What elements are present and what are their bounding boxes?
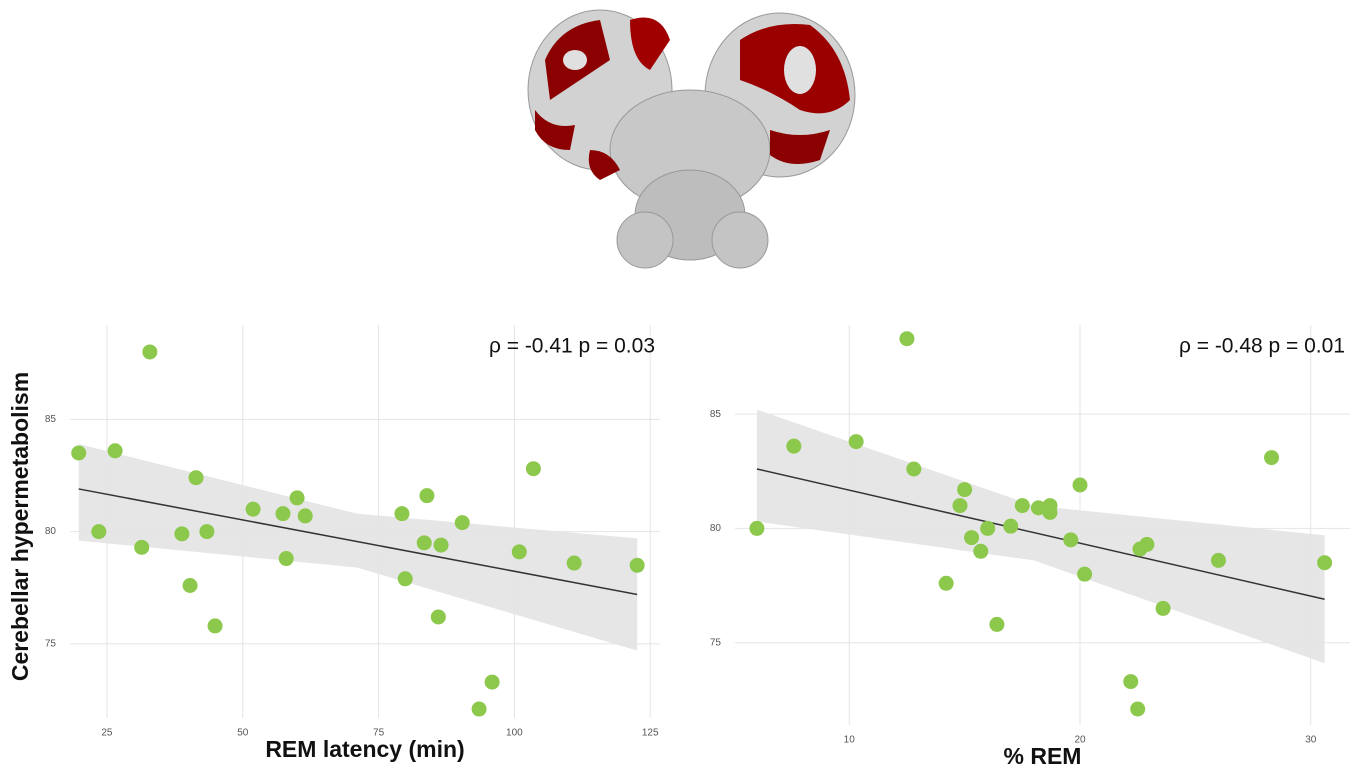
page: 75 80 85 25 50 75 100 125 ρ = -0.41 p = 0.03 REM … xyxy=(0,0,1357,766)
data-point xyxy=(630,558,645,573)
y-axis-title: Cerebellar hypermetabolism xyxy=(7,372,33,681)
data-point xyxy=(749,521,764,536)
data-point xyxy=(394,506,409,521)
data-point xyxy=(417,535,432,550)
data-point xyxy=(964,530,979,545)
y-tick-label: 85 xyxy=(45,414,57,425)
annotation: ρ = -0.48 p = 0.01 xyxy=(1179,335,1345,358)
annotation: ρ = -0.41 p = 0.03 xyxy=(489,335,655,358)
data-point xyxy=(957,482,972,497)
data-point xyxy=(953,498,968,513)
data-point xyxy=(134,540,149,555)
data-point xyxy=(973,544,988,559)
data-point xyxy=(899,331,914,346)
data-point xyxy=(174,526,189,541)
data-point xyxy=(1264,450,1279,465)
confidence-band xyxy=(757,410,1325,664)
data-point xyxy=(526,461,541,476)
data-point xyxy=(183,578,198,593)
data-point xyxy=(1003,519,1018,534)
data-point xyxy=(298,508,313,523)
data-point xyxy=(275,506,290,521)
data-point xyxy=(512,544,527,559)
brain-illustration xyxy=(528,10,855,268)
data-point xyxy=(1063,532,1078,547)
data-point xyxy=(398,571,413,586)
x-tick-label: 50 xyxy=(237,728,249,739)
data-point xyxy=(246,502,261,517)
data-point xyxy=(208,618,223,633)
x-tick-label: 25 xyxy=(101,728,113,739)
data-point xyxy=(290,490,305,505)
y-tick-label: 80 xyxy=(710,523,722,534)
data-point xyxy=(989,617,1004,632)
data-point xyxy=(434,538,449,553)
data-point xyxy=(786,439,801,454)
data-point xyxy=(419,488,434,503)
data-point xyxy=(485,675,500,690)
x-tick-label: 30 xyxy=(1305,735,1317,746)
data-point xyxy=(1317,555,1332,570)
data-point xyxy=(939,576,954,591)
data-point xyxy=(189,470,204,485)
data-point xyxy=(199,524,214,539)
y-tick-label: 75 xyxy=(45,639,57,650)
y-tick-label: 85 xyxy=(710,409,722,420)
y-tick-label: 75 xyxy=(710,637,722,648)
x-axis-title: REM latency (min) xyxy=(265,736,464,762)
data-point xyxy=(71,446,86,461)
data-point xyxy=(279,551,294,566)
data-point xyxy=(1130,702,1145,717)
data-point xyxy=(1043,505,1058,520)
data-point xyxy=(431,609,446,624)
confidence-band xyxy=(79,444,637,651)
x-axis-title: % REM xyxy=(1004,743,1082,766)
x-tick-label: 125 xyxy=(642,728,659,739)
data-point xyxy=(472,702,487,717)
data-point xyxy=(1015,498,1030,513)
data-point xyxy=(108,443,123,458)
data-point xyxy=(1073,478,1088,493)
x-tick-label: 10 xyxy=(844,735,856,746)
x-tick-label: 100 xyxy=(506,728,523,739)
y-tick-label: 80 xyxy=(45,526,57,537)
data-point xyxy=(849,434,864,449)
data-point xyxy=(91,524,106,539)
data-point xyxy=(1077,567,1092,582)
data-point xyxy=(567,556,582,571)
data-point xyxy=(1123,674,1138,689)
data-point xyxy=(1139,537,1154,552)
data-point xyxy=(455,515,470,530)
data-point xyxy=(906,462,921,477)
data-point xyxy=(980,521,995,536)
data-point xyxy=(1156,601,1171,616)
figure: 75 80 85 25 50 75 100 125 ρ = -0.41 p = 0.03 REM … xyxy=(0,0,1357,766)
data-point xyxy=(142,344,157,359)
data-point xyxy=(1211,553,1226,568)
